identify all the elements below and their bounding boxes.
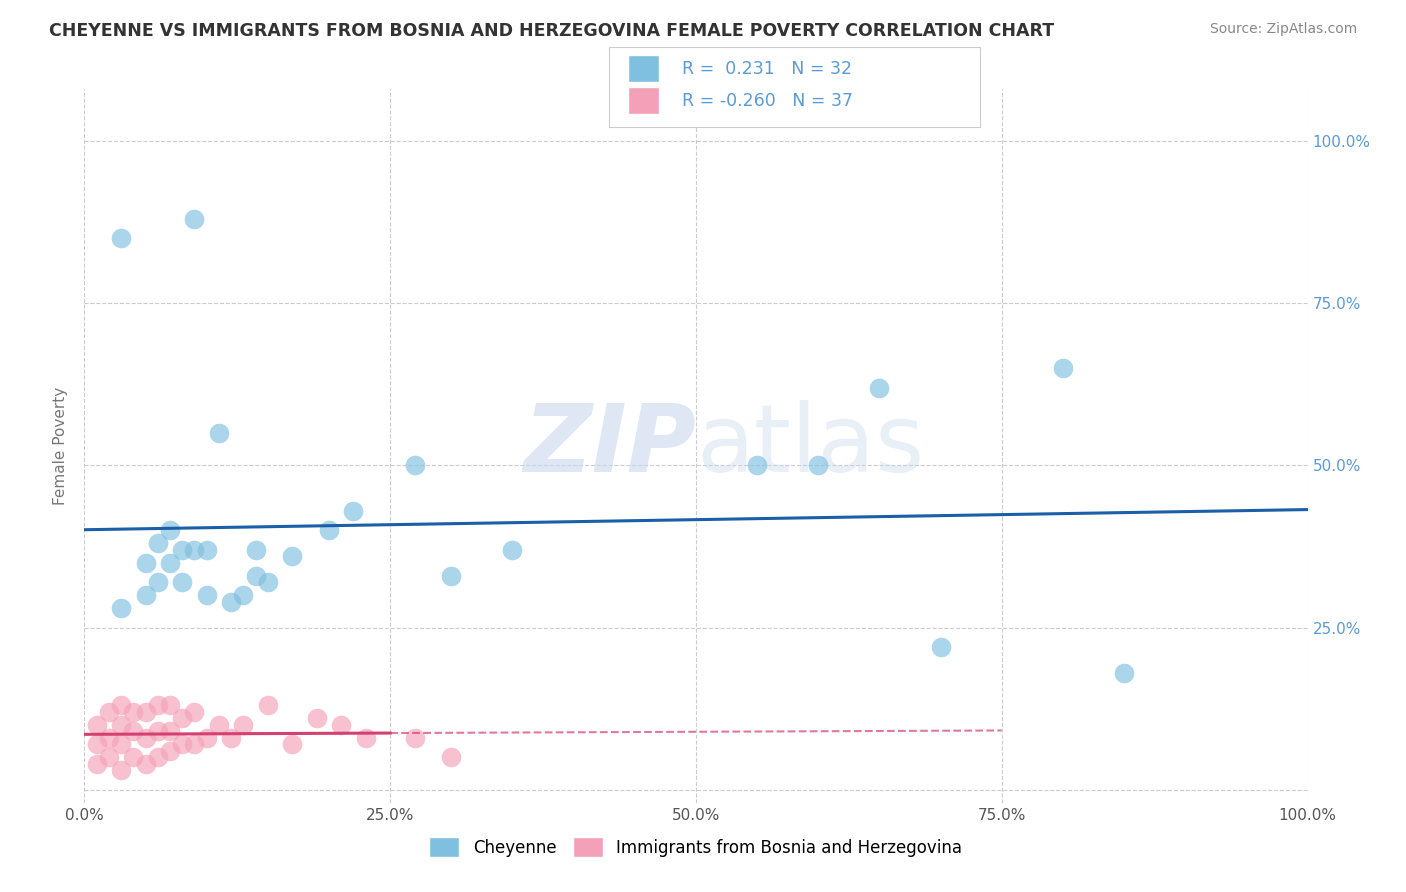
Point — [146, 698, 169, 713]
Point — [97, 750, 120, 764]
Point — [195, 542, 218, 557]
Legend: Cheyenne, Immigrants from Bosnia and Herzegovina: Cheyenne, Immigrants from Bosnia and Her… — [422, 829, 970, 866]
Point — [135, 705, 157, 719]
Point — [330, 718, 353, 732]
Point — [135, 556, 157, 570]
Point — [257, 698, 280, 713]
Point — [172, 575, 194, 590]
Point — [354, 731, 377, 745]
Point — [219, 731, 242, 745]
Point — [183, 738, 205, 752]
Point — [318, 524, 340, 538]
Point — [232, 588, 254, 602]
Point — [281, 549, 304, 564]
Point — [305, 711, 328, 725]
Point — [122, 724, 145, 739]
Point — [502, 542, 524, 557]
Point — [159, 524, 181, 538]
Point — [97, 705, 120, 719]
Point — [195, 588, 218, 602]
Point — [183, 211, 205, 226]
Point — [135, 756, 157, 771]
Point — [110, 764, 132, 778]
Point — [404, 731, 426, 745]
Point — [172, 542, 194, 557]
Point — [219, 595, 242, 609]
Point — [257, 575, 280, 590]
Point — [146, 536, 169, 550]
Point — [110, 698, 132, 713]
Point — [208, 718, 231, 732]
Point — [281, 738, 304, 752]
Point — [86, 738, 108, 752]
Point — [929, 640, 952, 654]
Text: R = -0.260   N = 37: R = -0.260 N = 37 — [682, 92, 853, 110]
Point — [440, 568, 463, 582]
Point — [122, 750, 145, 764]
Point — [146, 575, 169, 590]
Point — [135, 731, 157, 745]
Point — [245, 568, 267, 582]
Point — [122, 705, 145, 719]
Point — [1052, 361, 1074, 376]
Point — [172, 711, 194, 725]
Point — [404, 458, 426, 473]
Point — [110, 601, 132, 615]
Point — [110, 738, 132, 752]
Point — [159, 698, 181, 713]
Point — [146, 750, 169, 764]
Text: CHEYENNE VS IMMIGRANTS FROM BOSNIA AND HERZEGOVINA FEMALE POVERTY CORRELATION CH: CHEYENNE VS IMMIGRANTS FROM BOSNIA AND H… — [49, 22, 1054, 40]
Point — [195, 731, 218, 745]
Text: Source: ZipAtlas.com: Source: ZipAtlas.com — [1209, 22, 1357, 37]
Point — [869, 381, 891, 395]
Point — [232, 718, 254, 732]
Point — [172, 738, 194, 752]
Point — [110, 231, 132, 245]
Point — [135, 588, 157, 602]
Text: R =  0.231   N = 32: R = 0.231 N = 32 — [682, 60, 852, 78]
Text: ZIP: ZIP — [523, 400, 696, 492]
Point — [86, 718, 108, 732]
Point — [342, 504, 364, 518]
Point — [110, 718, 132, 732]
Point — [208, 425, 231, 440]
Point — [159, 724, 181, 739]
Point — [1114, 666, 1136, 681]
Point — [97, 731, 120, 745]
Point — [86, 756, 108, 771]
Point — [159, 744, 181, 758]
Text: atlas: atlas — [696, 400, 924, 492]
Point — [747, 458, 769, 473]
Point — [440, 750, 463, 764]
Point — [807, 458, 830, 473]
Point — [159, 556, 181, 570]
Point — [183, 542, 205, 557]
Point — [146, 724, 169, 739]
Point — [183, 705, 205, 719]
Y-axis label: Female Poverty: Female Poverty — [53, 387, 69, 505]
Point — [245, 542, 267, 557]
